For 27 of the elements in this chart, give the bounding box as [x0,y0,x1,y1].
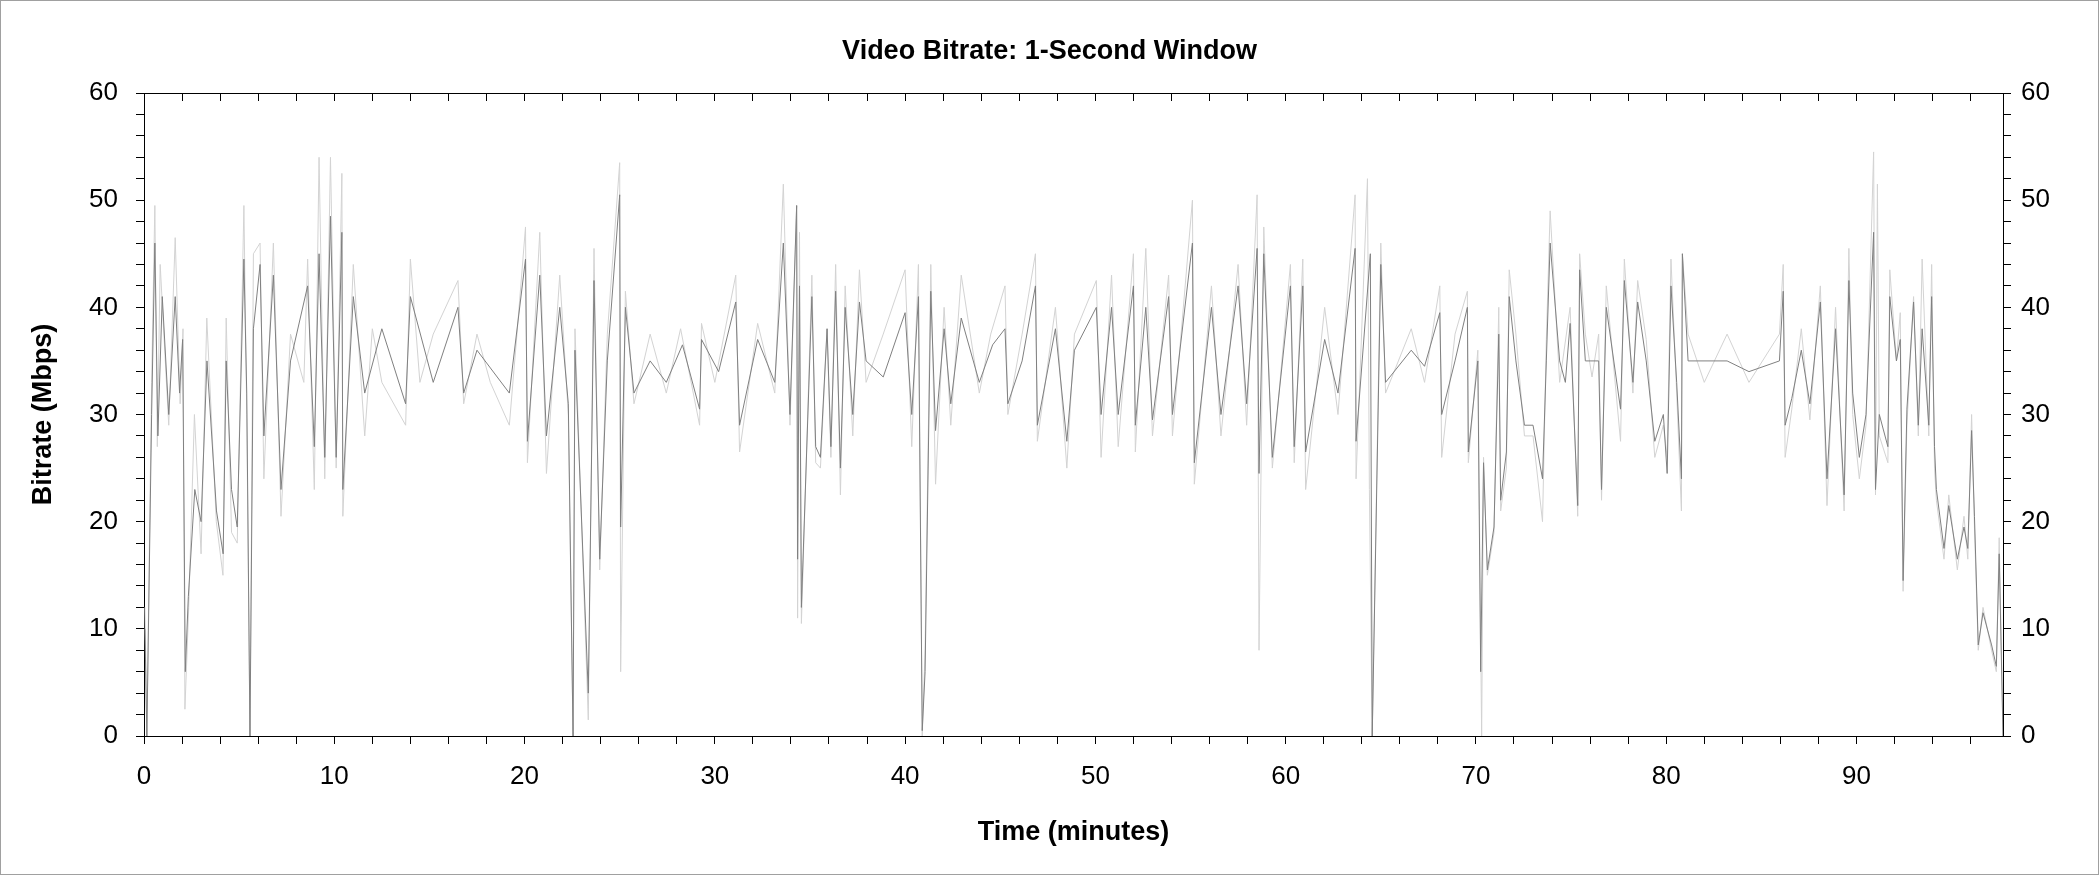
y-tick-label: 10 [89,612,118,643]
y2-tick-label: 60 [2021,76,2050,107]
y-tick-label: 0 [103,719,118,750]
x-tick-label: 10 [319,759,349,790]
x-tick-label: 20 [510,759,540,790]
y-axis-title: Bitrate (Mbps) [26,323,57,506]
x-axis-title: Time (minutes) [977,816,1170,847]
x-tick-label: 60 [1271,759,1301,790]
y2-tick-label: 30 [2021,397,2050,428]
y-tick-label: 60 [89,76,118,107]
x-tick-label: 90 [1842,759,1871,790]
y-tick-label: 20 [89,504,118,535]
x-tick-label: 80 [1651,759,1681,790]
y2-tick-label: 20 [2021,504,2050,535]
x-tick-label: 0 [136,759,152,790]
y-tick-label: 40 [89,290,118,321]
y-tick-label: 30 [89,397,118,428]
chart-title: Video Bitrate: 1-Second Window [842,34,1258,65]
y2-tick-label: 10 [2021,612,2050,643]
x-tick-label: 30 [700,759,730,790]
x-tick-label: 70 [1461,759,1491,790]
y2-tick-label: 0 [2021,719,2036,750]
x-tick-label: 40 [890,759,920,790]
y2-tick-label: 40 [2021,290,2050,321]
x-tick-label: 50 [1080,759,1110,790]
y2-tick-label: 50 [2021,183,2050,214]
y-tick-label: 50 [89,183,118,214]
